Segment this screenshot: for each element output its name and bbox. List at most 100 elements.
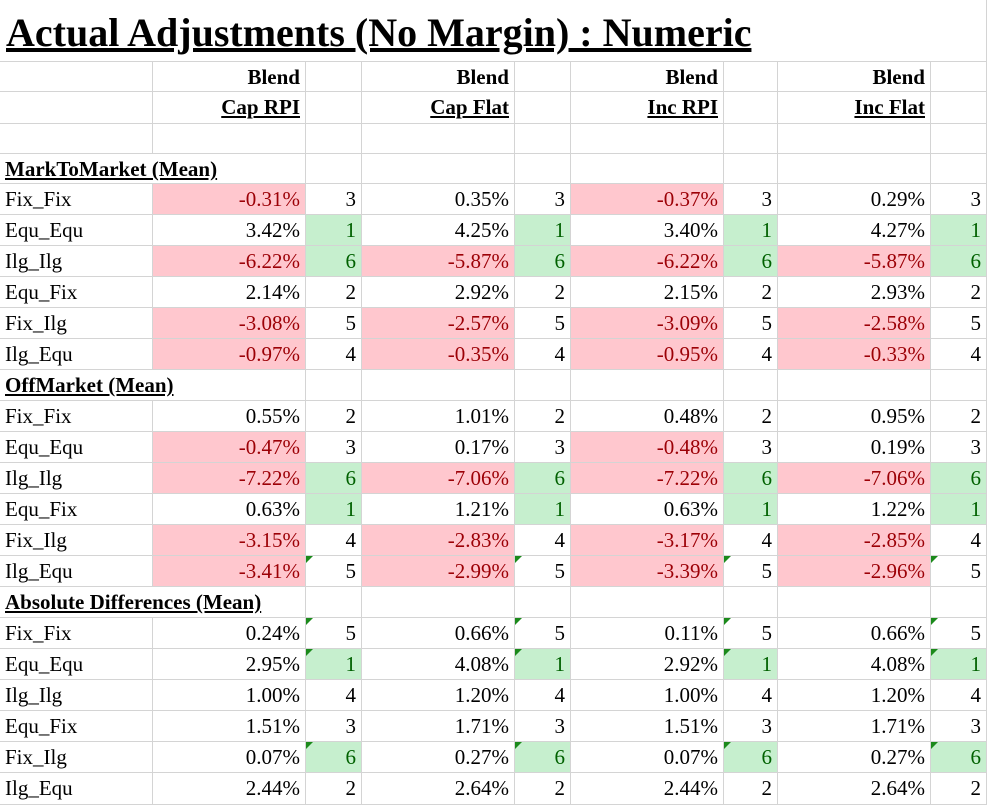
rank-cell[interactable]: 3: [515, 184, 571, 215]
rank-cell[interactable]: 6: [724, 246, 778, 277]
rank-cell[interactable]: 6: [306, 742, 362, 773]
rank-cell[interactable]: 6: [724, 742, 778, 773]
rank-cell[interactable]: 3: [724, 184, 778, 215]
rank-cell[interactable]: 6: [306, 246, 362, 277]
value-cell[interactable]: -2.96%: [778, 556, 931, 587]
value-cell[interactable]: 0.95%: [778, 401, 931, 432]
value-cell[interactable]: 0.07%: [571, 742, 724, 773]
value-cell[interactable]: 0.24%: [153, 618, 306, 649]
value-cell[interactable]: -3.41%: [153, 556, 306, 587]
value-cell[interactable]: 1.51%: [153, 711, 306, 742]
value-cell[interactable]: -7.22%: [153, 463, 306, 494]
value-cell[interactable]: 0.35%: [362, 184, 515, 215]
rank-cell[interactable]: 6: [724, 463, 778, 494]
rank-cell[interactable]: 3: [515, 711, 571, 742]
rank-cell[interactable]: 5: [306, 618, 362, 649]
empty-cell[interactable]: [571, 124, 724, 154]
empty-cell[interactable]: [931, 587, 987, 618]
rank-cell[interactable]: 3: [306, 432, 362, 463]
rank-cell[interactable]: 2: [931, 401, 987, 432]
rank-cell[interactable]: 3: [931, 711, 987, 742]
empty-cell[interactable]: [515, 62, 571, 92]
value-cell[interactable]: -0.48%: [571, 432, 724, 463]
empty-cell[interactable]: [306, 370, 362, 401]
value-cell[interactable]: -0.97%: [153, 339, 306, 370]
value-cell[interactable]: -0.31%: [153, 184, 306, 215]
rank-cell[interactable]: 5: [724, 618, 778, 649]
rank-cell[interactable]: 6: [515, 246, 571, 277]
rank-cell[interactable]: 5: [931, 618, 987, 649]
empty-cell[interactable]: [724, 587, 778, 618]
empty-cell[interactable]: [724, 62, 778, 92]
empty-cell[interactable]: [515, 92, 571, 124]
rank-cell[interactable]: 2: [515, 277, 571, 308]
empty-cell[interactable]: [778, 154, 931, 184]
value-cell[interactable]: 1.71%: [362, 711, 515, 742]
rank-cell[interactable]: 1: [306, 494, 362, 525]
value-cell[interactable]: -2.99%: [362, 556, 515, 587]
empty-cell[interactable]: [778, 370, 931, 401]
empty-cell[interactable]: [306, 124, 362, 154]
value-cell[interactable]: 3.40%: [571, 215, 724, 246]
value-cell[interactable]: 0.27%: [778, 742, 931, 773]
value-cell[interactable]: 1.00%: [153, 680, 306, 711]
value-cell[interactable]: 2.14%: [153, 277, 306, 308]
rank-cell[interactable]: 2: [306, 401, 362, 432]
rank-cell[interactable]: 5: [306, 308, 362, 339]
value-cell[interactable]: -2.85%: [778, 525, 931, 556]
rank-cell[interactable]: 4: [306, 339, 362, 370]
rank-cell[interactable]: 2: [724, 401, 778, 432]
value-cell[interactable]: -6.22%: [153, 246, 306, 277]
value-cell[interactable]: -3.17%: [571, 525, 724, 556]
value-cell[interactable]: 1.71%: [778, 711, 931, 742]
value-cell[interactable]: 1.21%: [362, 494, 515, 525]
empty-cell[interactable]: [306, 92, 362, 124]
empty-cell[interactable]: [724, 92, 778, 124]
empty-cell[interactable]: [515, 370, 571, 401]
value-cell[interactable]: 0.07%: [153, 742, 306, 773]
value-cell[interactable]: 2.64%: [778, 773, 931, 805]
value-cell[interactable]: -0.33%: [778, 339, 931, 370]
value-cell[interactable]: -7.06%: [778, 463, 931, 494]
rank-cell[interactable]: 1: [724, 494, 778, 525]
empty-cell[interactable]: [724, 154, 778, 184]
value-cell[interactable]: 2.64%: [362, 773, 515, 805]
empty-cell[interactable]: [724, 124, 778, 154]
value-cell[interactable]: 3.42%: [153, 215, 306, 246]
rank-cell[interactable]: 3: [931, 432, 987, 463]
rank-cell[interactable]: 1: [515, 494, 571, 525]
value-cell[interactable]: 1.22%: [778, 494, 931, 525]
rank-cell[interactable]: 2: [306, 277, 362, 308]
value-cell[interactable]: -7.22%: [571, 463, 724, 494]
empty-cell[interactable]: [362, 154, 515, 184]
value-cell[interactable]: 4.08%: [778, 649, 931, 680]
value-cell[interactable]: -5.87%: [362, 246, 515, 277]
value-cell[interactable]: 1.20%: [778, 680, 931, 711]
empty-cell[interactable]: [778, 124, 931, 154]
value-cell[interactable]: 2.44%: [153, 773, 306, 805]
value-cell[interactable]: -0.37%: [571, 184, 724, 215]
value-cell[interactable]: 2.15%: [571, 277, 724, 308]
rank-cell[interactable]: 3: [724, 432, 778, 463]
empty-cell[interactable]: [571, 154, 724, 184]
rank-cell[interactable]: 5: [931, 556, 987, 587]
rank-cell[interactable]: 2: [724, 277, 778, 308]
value-cell[interactable]: 0.66%: [362, 618, 515, 649]
rank-cell[interactable]: 6: [931, 463, 987, 494]
rank-cell[interactable]: 4: [724, 525, 778, 556]
rank-cell[interactable]: 2: [306, 773, 362, 805]
rank-cell[interactable]: 3: [931, 184, 987, 215]
rank-cell[interactable]: 4: [306, 680, 362, 711]
rank-cell[interactable]: 1: [724, 215, 778, 246]
empty-cell[interactable]: [571, 370, 724, 401]
rank-cell[interactable]: 5: [931, 308, 987, 339]
value-cell[interactable]: -6.22%: [571, 246, 724, 277]
rank-cell[interactable]: 4: [931, 525, 987, 556]
value-cell[interactable]: 0.29%: [778, 184, 931, 215]
rank-cell[interactable]: 4: [724, 680, 778, 711]
rank-cell[interactable]: 2: [515, 401, 571, 432]
rank-cell[interactable]: 4: [724, 339, 778, 370]
value-cell[interactable]: -0.95%: [571, 339, 724, 370]
rank-cell[interactable]: 1: [515, 649, 571, 680]
empty-cell[interactable]: [153, 124, 306, 154]
